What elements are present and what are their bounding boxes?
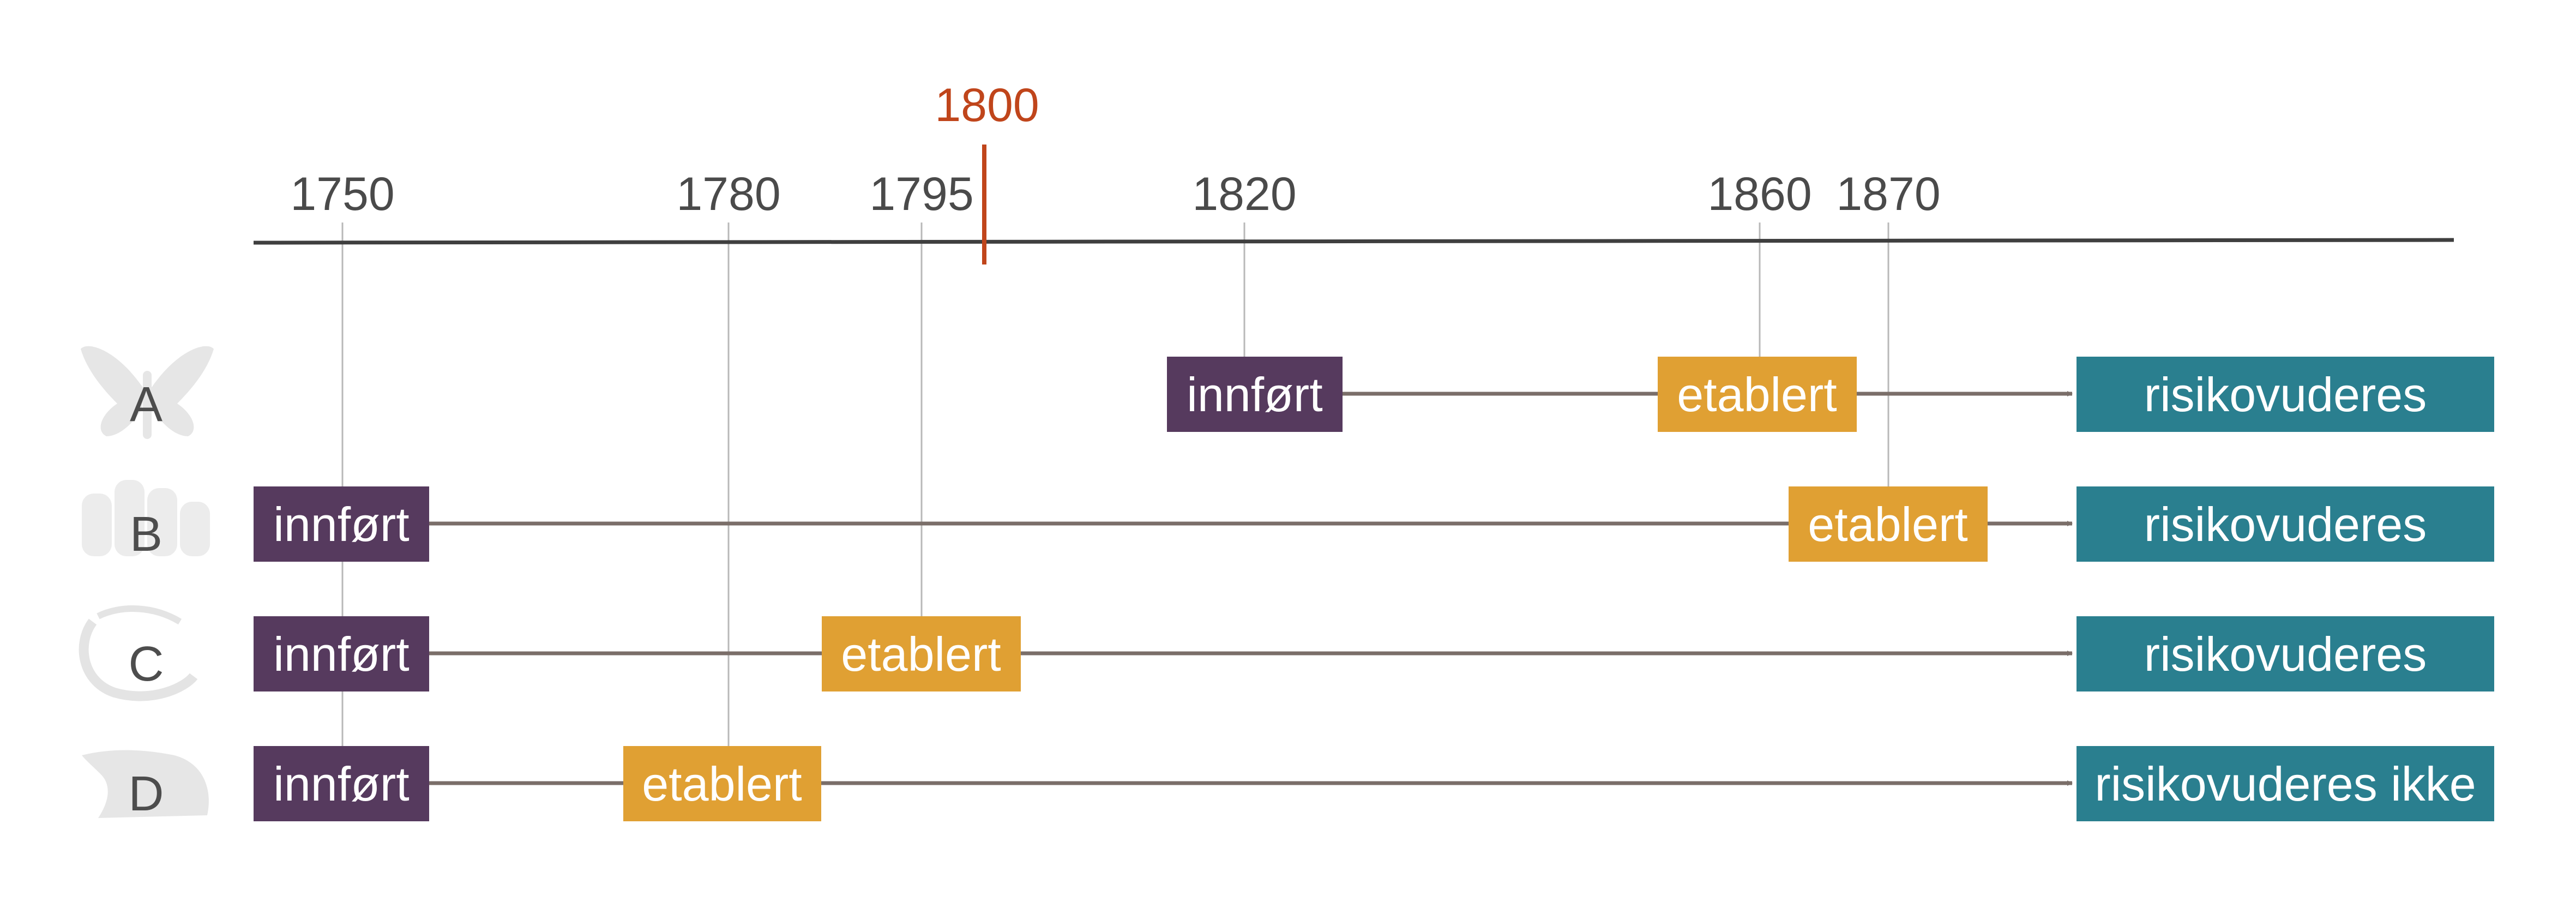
- established-box-d: [623, 746, 821, 821]
- result-box-d: [2077, 746, 2494, 821]
- introduced-label-a: innført: [1187, 368, 1322, 422]
- timeline-axis: [253, 238, 2454, 245]
- tick-label-1750: 1750: [290, 168, 394, 220]
- established-label-a: etablert: [1677, 368, 1837, 422]
- introduced-box-c: [254, 616, 429, 691]
- result-label-d: risikovuderes ikke: [2094, 757, 2476, 811]
- result-box-b: [2077, 486, 2494, 562]
- introduced-box-a: [1167, 357, 1343, 432]
- established-box-a: [1658, 357, 1857, 432]
- row-letter-b: B: [130, 507, 162, 562]
- result-label-a: risikovuderes: [2144, 368, 2427, 422]
- introduced-label-b: innført: [273, 497, 409, 551]
- tick-label-1795: 1795: [869, 168, 973, 220]
- established-label-b: etablert: [1808, 497, 1968, 551]
- row-letter-c: C: [129, 637, 164, 691]
- tick-label-1820: 1820: [1192, 168, 1296, 220]
- established-label-d: etablert: [642, 757, 802, 811]
- established-label-c: etablert: [841, 627, 1001, 681]
- row-letter-a: A: [130, 377, 162, 432]
- established-box-b: [1789, 486, 1988, 562]
- tick-label-1860: 1860: [1707, 168, 1811, 220]
- result-box-a: [2077, 357, 2494, 432]
- introduced-box-d: [254, 746, 429, 821]
- row-letter-d: D: [129, 767, 164, 821]
- tick-label-1780: 1780: [676, 168, 780, 220]
- snail-icon: [82, 750, 209, 818]
- introduced-label-c: innført: [273, 627, 409, 681]
- butterfly-icon: [81, 346, 214, 439]
- result-box-c: [2077, 616, 2494, 691]
- worm-icon: [79, 605, 198, 701]
- guide-lines: [341, 223, 1889, 746]
- tick-label-1870: 1870: [1836, 168, 1940, 220]
- established-box-c: [822, 616, 1021, 691]
- introduced-box-b: [254, 486, 429, 562]
- introduced-label-d: innført: [273, 757, 409, 811]
- coral-icon: [82, 480, 210, 556]
- result-label-b: risikovuderes: [2144, 497, 2427, 551]
- marker-1800-label: 1800: [935, 79, 1039, 131]
- result-label-c: risikovuderes: [2144, 627, 2427, 681]
